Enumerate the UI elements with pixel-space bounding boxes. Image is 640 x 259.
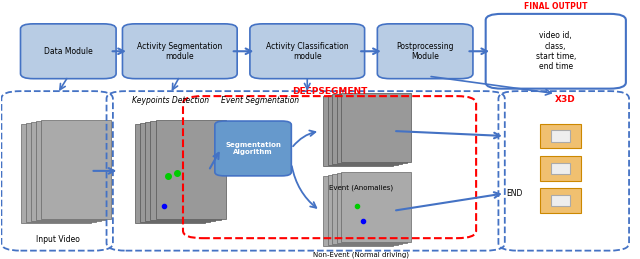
Bar (341, 93, 411, 162)
Text: Non-Event (Normal driving): Non-Event (Normal driving) (314, 251, 410, 258)
Bar (337, 93, 406, 163)
Bar (550, 163, 570, 174)
Text: FINAL OUTPUT: FINAL OUTPUT (524, 2, 588, 11)
Text: Event Segmentation: Event Segmentation (221, 96, 300, 105)
Bar (135, 124, 205, 223)
Bar (341, 172, 411, 242)
Bar (140, 123, 211, 222)
Text: video id,
class,
start time,
end time: video id, class, start time, end time (536, 31, 576, 71)
FancyBboxPatch shape (250, 24, 365, 79)
Bar (332, 174, 402, 244)
Bar (540, 124, 581, 148)
Text: Data Module: Data Module (44, 47, 93, 56)
Bar (156, 120, 226, 219)
Text: DEEPSEGMENT: DEEPSEGMENT (292, 87, 367, 96)
Text: Postprocessing
Module: Postprocessing Module (396, 41, 454, 61)
Text: X3D: X3D (555, 95, 576, 104)
FancyBboxPatch shape (215, 121, 291, 176)
Bar (150, 120, 221, 220)
FancyBboxPatch shape (486, 14, 626, 89)
Bar (328, 175, 397, 245)
Text: Activity Classification
module: Activity Classification module (266, 41, 349, 61)
Bar (31, 121, 100, 221)
Text: Keypoints Detection: Keypoints Detection (132, 96, 209, 105)
Bar (550, 195, 570, 206)
Text: Activity Segmentation
module: Activity Segmentation module (137, 41, 223, 61)
Text: Segmentation
Algorithm: Segmentation Algorithm (225, 142, 281, 155)
Bar (550, 130, 570, 142)
FancyBboxPatch shape (20, 24, 116, 79)
Bar (540, 156, 581, 181)
Text: Event (Anomalies): Event (Anomalies) (330, 185, 394, 191)
Bar (328, 95, 397, 165)
Bar (41, 120, 111, 219)
Bar (20, 124, 91, 223)
FancyBboxPatch shape (378, 24, 473, 79)
Bar (323, 176, 394, 246)
Bar (323, 96, 394, 166)
Bar (337, 173, 406, 243)
FancyBboxPatch shape (122, 24, 237, 79)
Bar (145, 121, 216, 221)
Bar (26, 123, 96, 222)
Bar (36, 120, 106, 220)
Bar (332, 94, 402, 164)
Text: END: END (507, 189, 523, 198)
Bar (540, 188, 581, 213)
Text: Input Video: Input Video (36, 235, 79, 244)
